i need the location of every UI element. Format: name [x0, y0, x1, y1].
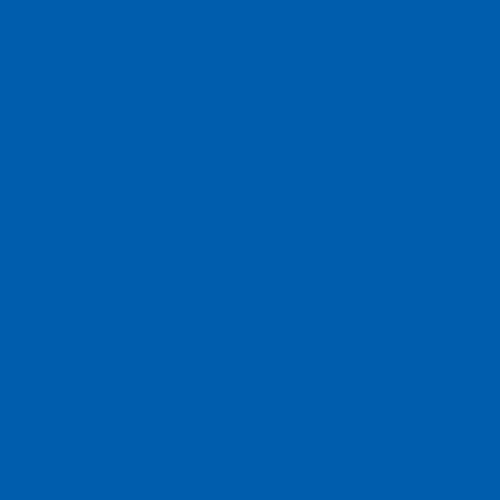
- solid-background: [0, 0, 500, 500]
